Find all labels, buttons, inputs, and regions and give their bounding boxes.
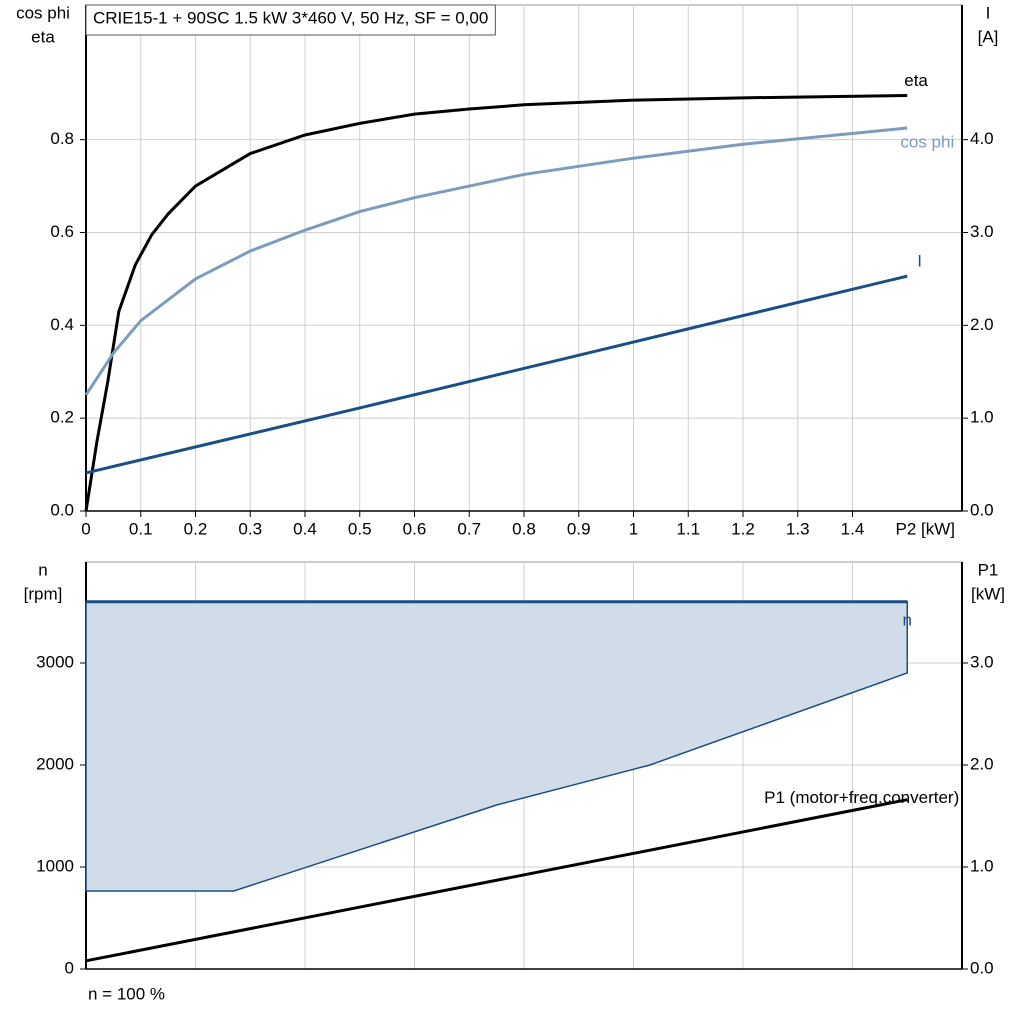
y2-axis-label: [kW] <box>971 584 1005 603</box>
y-tick-label: 3000 <box>36 652 74 671</box>
series-label: cos phi <box>900 133 954 152</box>
series-label: n <box>903 610 912 629</box>
series-label: P1 (motor+freq.converter) <box>764 788 959 807</box>
x-tick-label: 0.1 <box>129 519 153 538</box>
x-tick-label: 0.6 <box>403 519 427 538</box>
series-line <box>85 798 908 963</box>
x-tick-label: 0.5 <box>348 519 372 538</box>
series-line <box>84 94 908 512</box>
range-area <box>85 601 908 892</box>
y-tick-label: 0.6 <box>50 222 74 241</box>
series-line <box>84 126 908 396</box>
x-tick-label: 0.3 <box>238 519 262 538</box>
series-line <box>85 274 908 475</box>
y2-tick-label: 4.0 <box>970 129 994 148</box>
y2-axis-label: P1 <box>978 560 999 579</box>
y-tick-label: 0.2 <box>50 408 74 427</box>
x-tick-label: 1 <box>629 519 638 538</box>
y-tick-label: 2000 <box>36 754 74 773</box>
x-tick-label: 0.2 <box>184 519 208 538</box>
series-label: eta <box>904 71 928 90</box>
y2-tick-label: 3.0 <box>970 652 994 671</box>
x-tick-label: 1.4 <box>841 519 865 538</box>
y2-tick-label: 1.0 <box>970 856 994 875</box>
y-tick-label: 0.4 <box>50 315 74 334</box>
y-tick-label: 0 <box>65 958 74 977</box>
series-label: I <box>917 252 922 271</box>
y2-tick-label: 0.0 <box>970 958 994 977</box>
x-tick-label: 0.7 <box>457 519 481 538</box>
y-tick-label: 0.0 <box>50 500 74 519</box>
x-tick-label: 0 <box>81 519 90 538</box>
chart-title: CRIE15-1 + 90SC 1.5 kW 3*460 V, 50 Hz, S… <box>93 8 488 27</box>
y2-axis-label: [A] <box>978 27 999 46</box>
y-axis-label: cos phi <box>16 3 70 22</box>
y2-tick-label: 2.0 <box>970 754 994 773</box>
title-box <box>85 4 496 36</box>
note: n = 100 % <box>88 984 165 1003</box>
x-tick-label: 1.2 <box>731 519 755 538</box>
y-tick-label: 0.8 <box>50 129 74 148</box>
y2-axis-label: I <box>986 3 991 22</box>
x-tick-label: 1.3 <box>786 519 810 538</box>
y-tick-label: 1000 <box>36 856 74 875</box>
x-tick-label: 0.4 <box>293 519 317 538</box>
x-axis-label: P2 [kW] <box>895 519 955 538</box>
x-tick-label: 0.8 <box>512 519 536 538</box>
y2-tick-label: 3.0 <box>970 222 994 241</box>
x-tick-label: 1.1 <box>676 519 700 538</box>
y2-tick-label: 2.0 <box>970 315 994 334</box>
y2-tick-label: 0.0 <box>970 500 994 519</box>
x-tick-label: 0.9 <box>567 519 591 538</box>
y-axis-label: eta <box>31 27 55 46</box>
y-axis-label: [rpm] <box>24 584 63 603</box>
y2-tick-label: 1.0 <box>970 408 994 427</box>
y-axis-label: n <box>38 560 47 579</box>
